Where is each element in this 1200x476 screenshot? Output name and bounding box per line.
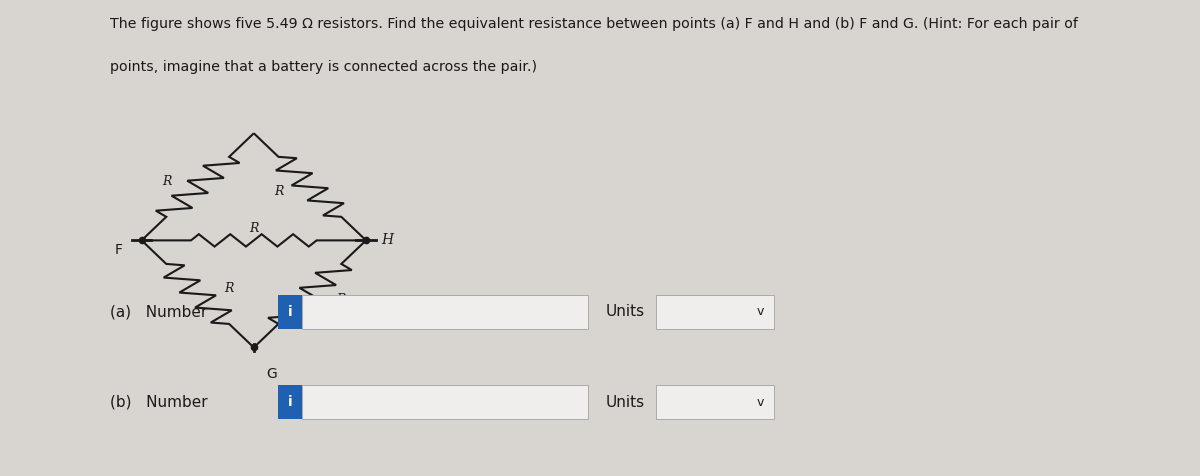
Text: (a)   Number: (a) Number [110, 304, 208, 319]
Text: H: H [382, 233, 394, 248]
FancyBboxPatch shape [302, 295, 588, 329]
Text: i: i [288, 305, 293, 319]
Text: (b)   Number: (b) Number [110, 395, 208, 410]
Text: R: R [250, 222, 258, 235]
FancyBboxPatch shape [302, 385, 588, 419]
Text: Units: Units [606, 395, 646, 410]
Text: F: F [114, 243, 122, 257]
Text: Units: Units [606, 304, 646, 319]
Text: R: R [274, 186, 283, 198]
Text: R: R [336, 293, 346, 306]
FancyBboxPatch shape [278, 295, 302, 329]
FancyBboxPatch shape [656, 385, 774, 419]
FancyBboxPatch shape [278, 385, 302, 419]
Text: The figure shows five 5.49 Ω resistors. Find the equivalent resistance between p: The figure shows five 5.49 Ω resistors. … [110, 17, 1079, 30]
Text: v: v [757, 396, 764, 409]
FancyBboxPatch shape [656, 295, 774, 329]
Text: R: R [162, 175, 172, 188]
Text: i: i [288, 395, 293, 409]
Text: v: v [757, 305, 764, 318]
Text: G: G [266, 367, 276, 380]
Text: R: R [224, 282, 234, 295]
Text: points, imagine that a battery is connected across the pair.): points, imagine that a battery is connec… [110, 60, 538, 73]
